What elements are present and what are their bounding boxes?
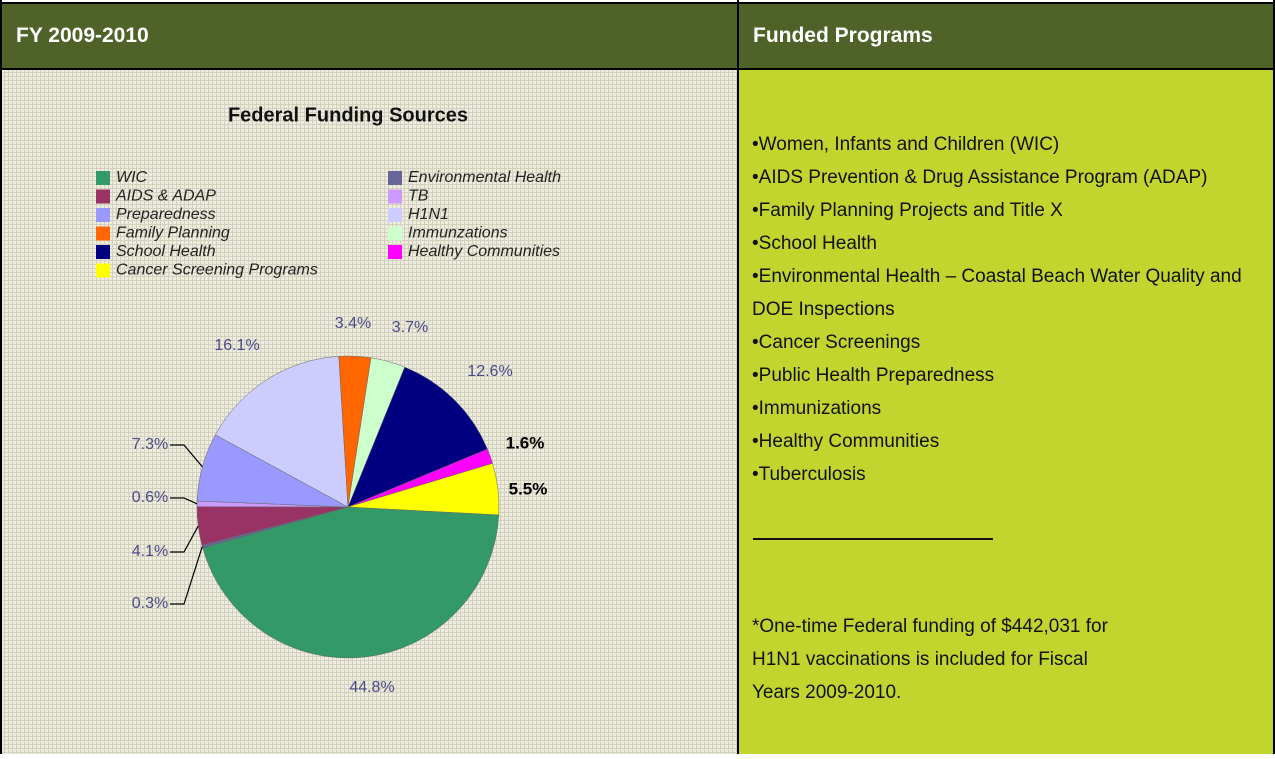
chart-cell: Federal Funding Sources WIC Environmental… [2,70,737,754]
data-label: 3.7% [392,319,428,336]
legend-label: Preparedness [116,206,216,223]
leader-line [170,546,203,605]
legend-label: WIC [116,169,148,186]
program-item: Environmental Health – Coastal Beach Wat… [752,260,1257,326]
program-item: Women, Infants and Children (WIC) [752,128,1257,161]
leader-line [170,497,198,505]
border [737,0,739,754]
pie-slice [202,506,500,659]
data-label: 12.6% [467,363,512,380]
program-item: Public Health Preparedness [752,359,1257,392]
legend-swatch [388,208,402,222]
legend-swatch [388,245,402,259]
data-label: 3.4% [335,315,371,332]
legend-swatch [388,189,402,204]
data-label: 7.3% [132,436,168,453]
chart: Federal Funding Sources WIC Environmental… [2,70,737,754]
border [1273,0,1275,754]
leader-line [170,525,199,553]
legend-label: Immunzations [408,225,508,242]
legend-swatch [96,171,110,185]
program-list: Women, Infants and Children (WIC)AIDS Pr… [752,128,1257,491]
pie-slice [347,463,500,516]
legend-label: Environmental Health [408,169,561,186]
legend-swatch [96,245,110,259]
program-item: School Health [752,227,1257,260]
separator [753,538,993,540]
data-label: 44.8% [349,679,394,696]
right-header: Funded Programs [739,4,1273,68]
legend-swatch [96,208,110,222]
legend-label: Healthy Communities [408,243,560,260]
legend-label: H1N1 [408,206,449,223]
program-item: Cancer Screenings [752,326,1257,359]
program-item: Family Planning Projects and Title X [752,194,1257,227]
pie-slice [215,356,349,508]
legend-swatch [388,226,402,241]
left-header: FY 2009-2010 [2,4,737,68]
data-label: 16.1% [214,337,259,354]
programs-cell: Women, Infants and Children (WIC)AIDS Pr… [739,70,1273,754]
border [0,0,2,754]
legend-swatch [96,189,110,204]
program-item: Healthy Communities [752,425,1257,458]
border [0,2,1275,4]
leader-line [170,444,203,468]
legend-label: AIDS & ADAP [115,188,216,205]
legend-swatch [96,226,110,241]
program-item: AIDS Prevention & Drug Assistance Progra… [752,161,1257,194]
chart-title: Federal Funding Sources [228,104,468,126]
legend-label: TB [408,188,429,205]
data-label: 5.5% [509,479,548,498]
data-label: 4.1% [132,543,168,560]
program-item: Immunizations [752,392,1257,425]
data-label: 0.3% [132,595,168,612]
border [0,68,1275,70]
legend-label: School Health [116,243,216,260]
pie-slice [347,366,488,508]
legend-label: Cancer Screening Programs [116,262,318,279]
legend-swatch [96,263,110,278]
program-item: Tuberculosis [752,458,1257,491]
legend-label: Family Planning [116,225,230,242]
legend-swatch [388,171,402,185]
data-label: 1.6% [506,433,545,452]
footnote: *One-time Federal funding of $442,031 fo… [752,616,1108,703]
data-label: 0.6% [132,489,168,506]
